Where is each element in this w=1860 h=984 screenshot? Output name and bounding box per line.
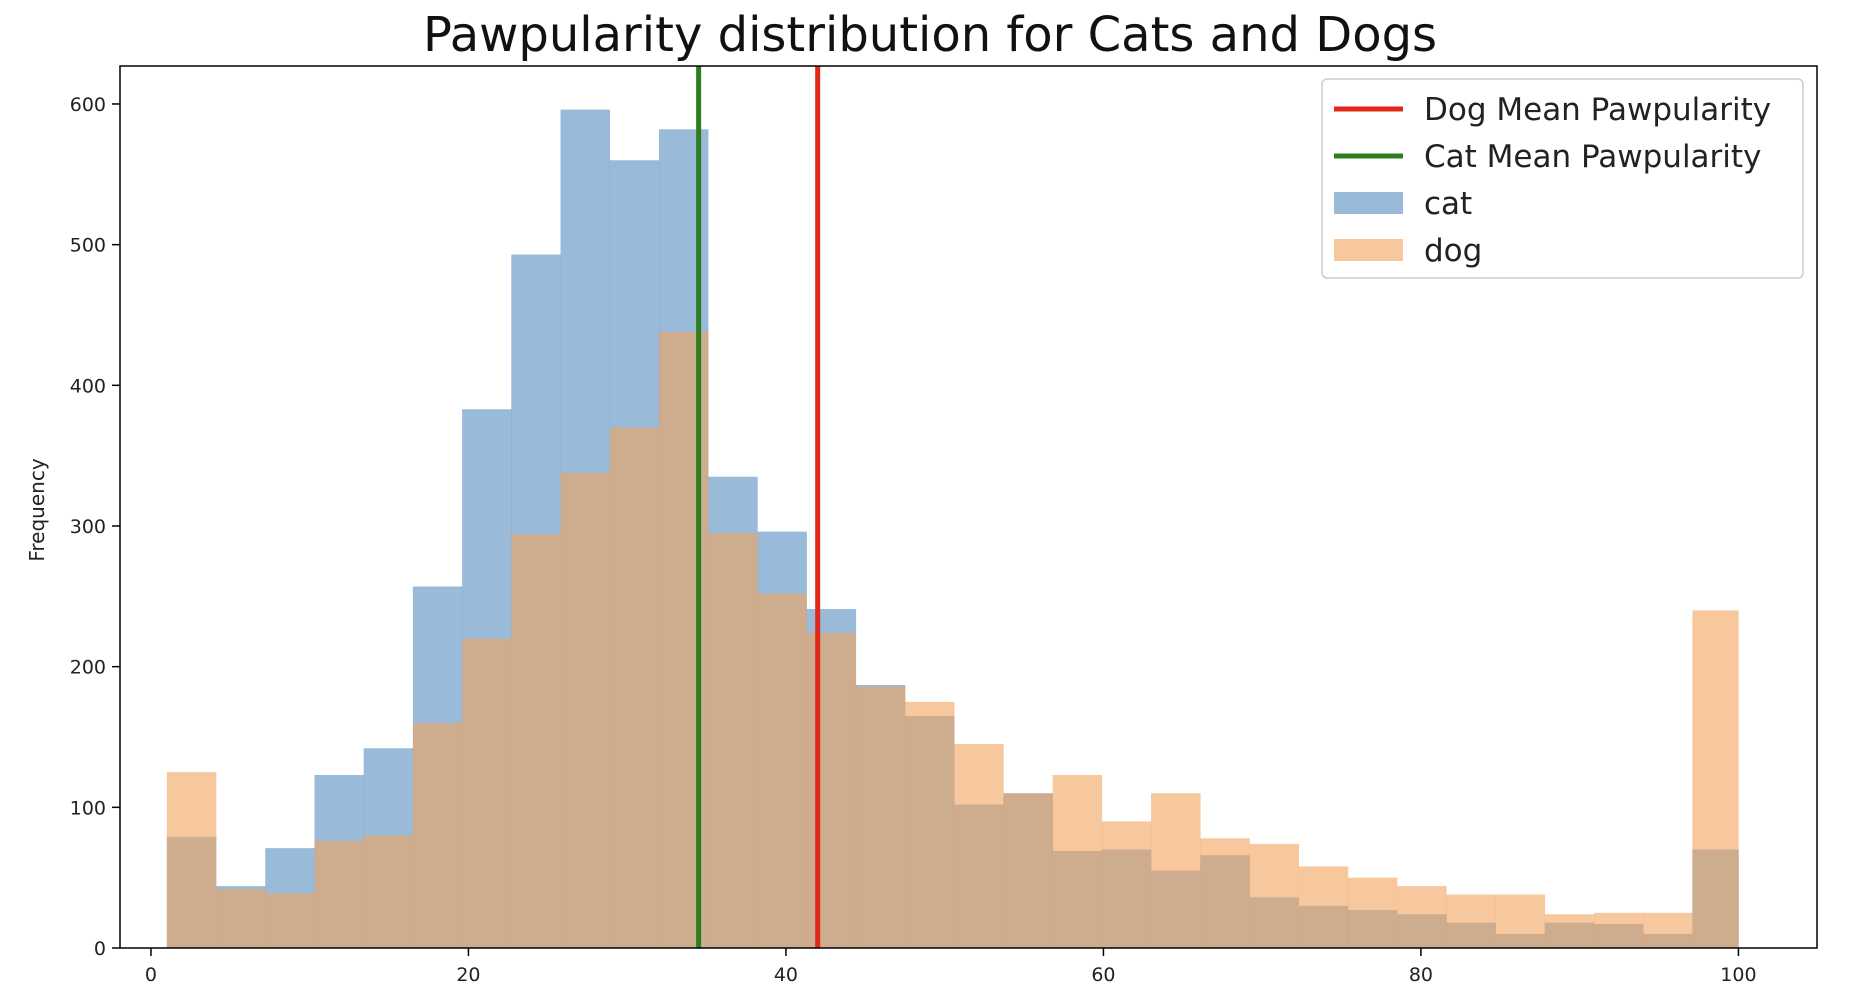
legend-label: Cat Mean Pawpularity	[1424, 139, 1761, 175]
dog-bar	[1052, 774, 1103, 948]
y-tick-label: 400	[70, 375, 106, 397]
dog-bar	[462, 638, 512, 948]
dog-bar	[314, 841, 364, 948]
x-tick-label: 80	[1409, 964, 1433, 984]
dog-bar	[265, 893, 315, 948]
y-tick-label: 200	[70, 657, 106, 679]
plot-area: 0 20 40 60 80 100 0 100 200 300 400 500 600 Dog Mean …	[70, 65, 1818, 984]
dog-bar	[216, 888, 266, 948]
chart-title: Pawpularity distribution for Cats and Do…	[423, 7, 1437, 63]
y-tick-label: 100	[70, 797, 106, 819]
y-axis-label: Frequency	[25, 458, 49, 561]
dog-bar	[1249, 843, 1299, 948]
y-tick-label: 300	[70, 516, 106, 538]
dog-bar	[412, 722, 463, 948]
dog-bar	[363, 835, 414, 948]
legend-box	[1321, 78, 1804, 279]
x-tick-label: 20	[456, 964, 480, 984]
dog-bar	[757, 593, 807, 948]
y-tick-label: 0	[94, 938, 106, 960]
dog-bar	[1397, 886, 1447, 948]
dog-bar	[1446, 894, 1496, 948]
legend-swatch-patch	[1334, 192, 1403, 214]
dog-bar	[1151, 793, 1201, 948]
x-tick-label: 60	[1091, 964, 1115, 984]
x-tick-label: 40	[774, 964, 798, 984]
dog-bar	[1643, 912, 1693, 948]
dog-bar	[855, 686, 906, 948]
legend-swatch-patch	[1334, 239, 1403, 261]
y-tick-label: 600	[70, 94, 106, 116]
legend-label: cat	[1424, 186, 1472, 222]
plot-frame	[119, 65, 1818, 949]
dog-bar	[1692, 610, 1739, 948]
dog-bar	[1495, 894, 1546, 948]
dog-bar	[954, 744, 1004, 948]
y-tick-label: 500	[70, 235, 106, 257]
dog-bar	[166, 772, 217, 948]
x-tick-label: 0	[145, 964, 157, 984]
series-dog	[166, 331, 1739, 948]
x-tick-label: 100	[1720, 964, 1756, 984]
legend: Dog Mean Pawpularity Cat Mean Pawpularity…	[1321, 78, 1804, 279]
dog-bar	[609, 427, 660, 948]
dog-bar	[806, 632, 857, 948]
dog-bar	[560, 472, 611, 948]
dog-bar	[511, 534, 561, 948]
dog-bar	[1544, 914, 1595, 948]
dog-bar	[708, 533, 758, 948]
dog-bar	[1593, 912, 1644, 948]
legend-label: dog	[1424, 233, 1482, 269]
dog-bar	[1101, 821, 1152, 948]
dog-bar	[1347, 877, 1398, 948]
legend-label: Dog Mean Pawpularity	[1424, 92, 1771, 128]
dog-bar	[1298, 866, 1349, 948]
dog-bar	[1200, 838, 1250, 948]
dog-bar	[905, 701, 955, 948]
dog-bar	[1003, 793, 1053, 948]
